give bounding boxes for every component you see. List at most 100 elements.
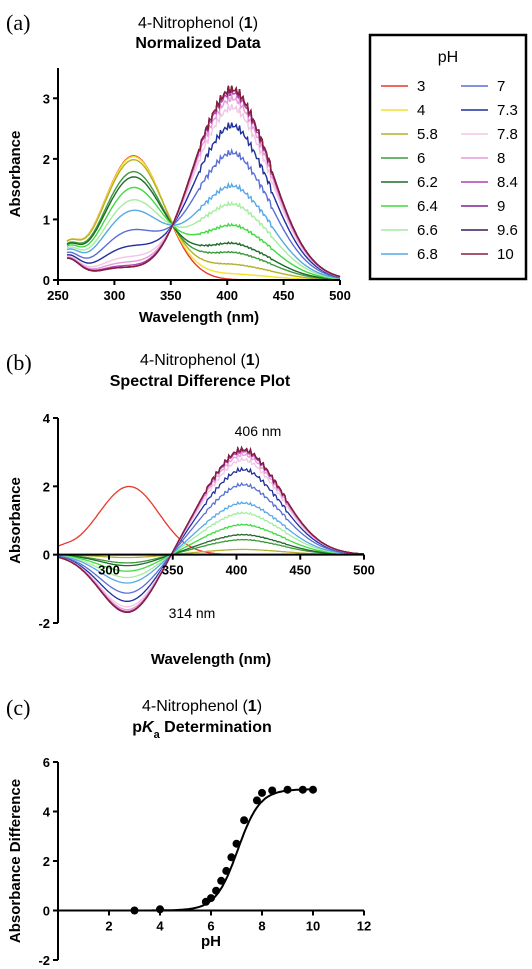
x-tick-label: 10 <box>306 919 320 934</box>
x-tick-label: 250 <box>47 288 69 303</box>
spectrum-ph-7-3 <box>66 122 341 278</box>
legend-label: 6 <box>417 150 425 167</box>
data-point <box>309 785 317 794</box>
data-point <box>252 796 261 805</box>
x-tick-label: 6 <box>207 919 214 934</box>
legend-label: 10 <box>497 246 514 263</box>
difference-ph-7-8 <box>57 456 364 608</box>
panel-b-subtitle: Spectral Difference Plot <box>110 373 291 390</box>
legend-label: 6.8 <box>417 246 438 263</box>
panel-c-subtitle: pKa Determination <box>132 719 271 741</box>
spectrum-ph-6 <box>66 170 340 281</box>
data-point <box>207 894 215 903</box>
legend: pH 3 4 5.8 6 6.2 6.4 6.6 6.8 7 7.3 7.8 8 8.4 9 9.6 10 <box>368 33 528 281</box>
x-tick-label: 350 <box>162 563 184 578</box>
y-axis-label: Absorbance <box>7 477 24 564</box>
x-axis-label: Wavelength (nm) <box>151 651 271 668</box>
spectrum-ph-6-4 <box>66 186 341 280</box>
x-tick-label: 500 <box>353 563 375 578</box>
spectrum-ph-6-8 <box>66 181 341 279</box>
panel-c: (c) 4-Nitrophenol (1) pKa Determination … <box>6 695 371 968</box>
legend-label: 8.4 <box>497 174 518 191</box>
y-tick-label: 0 <box>43 904 50 919</box>
annotation-314nm: 314 nm <box>169 605 216 621</box>
difference-ph-7 <box>57 481 364 594</box>
y-tick-label: 0 <box>43 548 50 563</box>
y-tick-label: 4 <box>43 411 51 426</box>
legend-title: pH <box>438 49 458 66</box>
panel-a-letter: (a) <box>6 10 30 35</box>
data-point <box>258 788 266 797</box>
panel-b: (b) 4-Nitrophenol (1) Spectral Differenc… <box>6 350 375 668</box>
y-tick-label: 1 <box>43 212 50 227</box>
x-axis-label: pH <box>201 933 221 950</box>
data-point <box>283 785 292 794</box>
legend-label: 7.8 <box>497 126 518 143</box>
legend-box <box>368 33 528 281</box>
spectrum-ph-6-6 <box>66 199 341 280</box>
difference-ph-6 <box>57 538 364 564</box>
y-tick-label: 2 <box>43 152 50 167</box>
data-point <box>227 853 236 862</box>
panel-a-curves <box>66 85 341 281</box>
y-axis-label: Absorbance Difference <box>7 779 24 943</box>
legend-label: 5.8 <box>417 126 438 143</box>
spectrum-ph-4 <box>66 156 340 281</box>
difference-ph-10 <box>57 445 365 613</box>
legend-label: 6.2 <box>417 174 438 191</box>
annotation-406nm: 406 nm <box>235 423 282 439</box>
x-tick-label: 450 <box>289 563 311 578</box>
data-point <box>232 839 241 848</box>
data-point <box>240 816 249 825</box>
panel-c-curves <box>58 785 317 915</box>
difference-ph-7-3 <box>57 466 365 602</box>
spectrum-ph-8 <box>67 94 341 278</box>
y-tick-label: 6 <box>43 755 50 770</box>
legend-label: 7.3 <box>497 102 518 119</box>
panel-a-axes: 250 300 350 400 450 500 0 1 2 3 Wavelength (nm) Abs… <box>7 68 351 326</box>
sigmoid-fit-curve <box>58 788 313 912</box>
data-point <box>222 866 231 875</box>
x-tick-label: 2 <box>105 919 112 934</box>
y-tick-label: 0 <box>43 273 50 288</box>
spectrum-ph-7-8 <box>66 104 341 278</box>
x-tick-label: 300 <box>104 288 126 303</box>
panel-c-title: 4-Nitrophenol (1) <box>142 698 262 715</box>
data-point <box>212 886 221 895</box>
panel-a-title: 4-Nitrophenol (1) <box>138 15 258 32</box>
spectrum-ph-5-8 <box>66 158 340 281</box>
x-tick-label: 12 <box>357 919 371 934</box>
spectrum-ph-7 <box>66 147 341 279</box>
data-point <box>217 876 226 885</box>
y-tick-label: -2 <box>38 953 50 968</box>
x-tick-label: 350 <box>160 288 182 303</box>
data-point <box>298 785 307 794</box>
x-tick-label: 4 <box>156 919 164 934</box>
x-tick-label: 8 <box>258 919 265 934</box>
legend-label: 4 <box>417 102 425 119</box>
panel-b-curves <box>57 445 365 613</box>
x-tick-label: 300 <box>98 563 120 578</box>
y-tick-label: 4 <box>43 805 51 820</box>
data-point <box>268 786 277 795</box>
panel-b-title: 4-Nitrophenol (1) <box>140 352 260 369</box>
x-tick-label: 450 <box>273 288 295 303</box>
spectrum-ph-6-2 <box>66 176 340 280</box>
x-tick-label: 400 <box>226 563 248 578</box>
difference-ph-8 <box>57 450 365 611</box>
y-tick-label: -2 <box>38 616 50 631</box>
panel-b-axes: 300 350 400 450 500 -2 0 2 4 Wavelength (nm) Absor… <box>7 411 375 668</box>
panel-c-letter: (c) <box>6 695 30 720</box>
y-tick-label: 3 <box>43 91 50 106</box>
x-axis-label: Wavelength (nm) <box>139 309 259 326</box>
y-axis-label: Absorbance <box>7 131 24 218</box>
y-tick-label: 2 <box>43 479 50 494</box>
difference-ph-6-2 <box>58 533 364 567</box>
legend-label: 6.4 <box>417 198 438 215</box>
legend-label: 8 <box>497 150 505 167</box>
panel-b-letter: (b) <box>6 350 32 375</box>
difference-ph-6-6 <box>57 511 364 579</box>
difference-ph-6-4 <box>57 523 365 572</box>
legend-label: 9.6 <box>497 222 518 239</box>
